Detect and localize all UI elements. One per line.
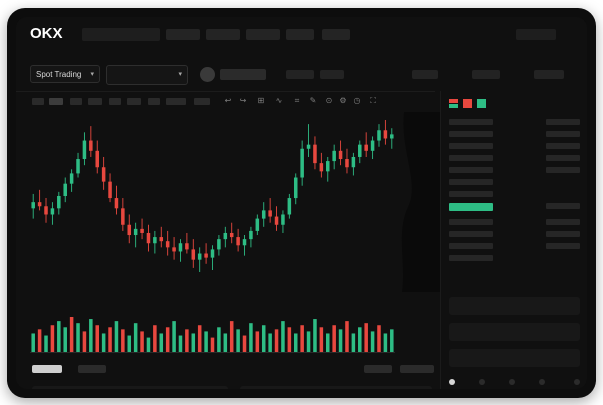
nav-item-earn-label: Earn	[16, 17, 17, 18]
timeframe-1m[interactable]	[32, 98, 44, 105]
chart-tab-chart[interactable]	[32, 365, 62, 373]
price-chart[interactable]	[16, 112, 435, 362]
slider-dot-2[interactable]	[509, 379, 515, 385]
orderbook-ask-amount	[546, 155, 580, 161]
order-price-field[interactable]	[449, 297, 580, 315]
chart-type-selector[interactable]	[194, 98, 210, 105]
nav-search-box[interactable]	[82, 28, 160, 41]
orderbook-ask-amount	[546, 167, 580, 173]
top-navigation-bar: OKX Markets Trade Derivatives Earn Web3 …	[16, 17, 587, 49]
pair-name-text: BTC/USDT	[220, 69, 221, 70]
chart-tab-trading-data[interactable]	[400, 365, 434, 373]
chevron-down-icon: ▾	[178, 71, 182, 78]
orderbook-bid-amount	[546, 231, 580, 237]
chevron-down-icon: ▾	[90, 71, 94, 78]
indicator-icon[interactable]: ∿	[275, 96, 283, 105]
nav-item-derivatives[interactable]	[246, 29, 280, 40]
nav-item-earn[interactable]	[286, 29, 314, 40]
orderbook-bid-amount	[546, 243, 580, 249]
tablet-device-frame: OKX Markets Trade Derivatives Earn Web3 …	[7, 8, 596, 398]
candles-icon[interactable]: ⊞	[257, 96, 265, 105]
slider-dot-4[interactable]	[574, 379, 580, 385]
orderbook-asks-icon[interactable]	[463, 99, 472, 108]
nav-item-buy-crypto[interactable]	[516, 29, 556, 40]
orderbook-panel: Buy Sell	[440, 91, 587, 389]
nav-item-trade[interactable]	[206, 29, 240, 40]
timeframe-1h[interactable]	[88, 98, 102, 105]
orderbook-all-icon[interactable]	[449, 99, 458, 108]
template-icon[interactable]: ⌗	[294, 96, 300, 105]
chart-tab-depth[interactable]	[78, 365, 106, 373]
timeframe-15m[interactable]	[70, 98, 82, 105]
coin-avatar-icon	[200, 67, 215, 82]
orderbook-spread-price	[449, 203, 493, 211]
magnet-icon[interactable]: ⊙	[325, 96, 333, 105]
fullscreen-icon[interactable]: ⛶	[370, 96, 376, 105]
pair-search-input[interactable]: ▾ BTC/USDT	[106, 65, 188, 85]
open-orders-panel[interactable]	[32, 386, 228, 389]
orderbook-ask-row[interactable]	[449, 191, 493, 197]
nav-item-web3[interactable]	[322, 29, 350, 40]
undo-icon[interactable]: ↩	[224, 96, 232, 105]
redo-icon[interactable]: ↪	[239, 96, 247, 105]
slider-dot-0[interactable]	[449, 379, 455, 385]
order-total-field[interactable]	[449, 349, 580, 367]
nav-item-markets[interactable]	[166, 29, 200, 40]
orderbook-bid-row[interactable]	[449, 219, 493, 225]
slider-dot-3[interactable]	[539, 379, 545, 385]
timeframe-more[interactable]	[166, 98, 186, 105]
alert-icon[interactable]: ◷	[353, 96, 361, 105]
orderbook-bids-icon[interactable]	[477, 99, 486, 108]
settings-icon[interactable]: ⚙	[339, 96, 347, 105]
trading-mode-select[interactable]: Spot Trading ▾	[30, 65, 100, 83]
orderbook-ask-amount	[546, 119, 580, 125]
orderbook-ask-row[interactable]	[449, 143, 493, 149]
orderbook-bid-amount	[546, 203, 580, 209]
nav-item-buy-crypto-label: Buy Crypto	[16, 17, 17, 18]
trading-mode-label: Spot Trading	[36, 70, 82, 79]
timeframe-5m[interactable]	[49, 98, 63, 105]
nav-item-derivatives-label: Derivatives	[16, 17, 17, 18]
draw-icon[interactable]: ✎	[309, 96, 317, 105]
order-history-panel[interactable]	[240, 386, 432, 389]
chart-tab-info[interactable]	[364, 365, 392, 373]
orderbook-ask-amount	[546, 143, 580, 149]
orderbook-bid-row[interactable]	[449, 231, 493, 237]
candlestick-chart-canvas	[30, 120, 395, 353]
order-amount-slider[interactable]	[441, 379, 587, 389]
stat-last-price	[286, 70, 314, 79]
orderbook-ask-amount	[546, 131, 580, 137]
stat-volume-24h	[534, 70, 564, 79]
timeframe-1w[interactable]	[148, 98, 160, 105]
slider-dot-1[interactable]	[479, 379, 485, 385]
orderbook-ask-row[interactable]	[449, 131, 493, 137]
orderbook-ask-row[interactable]	[449, 119, 493, 125]
stat-change-24h	[320, 70, 344, 79]
nav-item-trade-label: Trade	[16, 17, 17, 18]
nav-item-markets-label: Markets	[16, 17, 17, 18]
okx-logo[interactable]: OKX	[30, 25, 63, 42]
stat-low-24h	[472, 70, 500, 79]
orderbook-bid-amount	[546, 219, 580, 225]
orderbook-bid-row[interactable]	[449, 243, 493, 249]
pair-name-label: BTC/USDT	[220, 69, 266, 80]
orderbook-ask-row[interactable]	[449, 155, 493, 161]
orderbook-ask-row[interactable]	[449, 167, 493, 173]
orderbook-bid-row[interactable]	[449, 255, 493, 261]
stat-high-24h	[412, 70, 438, 79]
order-amount-field[interactable]	[449, 323, 580, 341]
orderbook-ask-row[interactable]	[449, 179, 493, 185]
timeframe-1d[interactable]	[127, 98, 141, 105]
nav-item-web3-label: Web3	[16, 17, 17, 18]
tablet-screen: OKX Markets Trade Derivatives Earn Web3 …	[16, 17, 587, 389]
order-form-tabs: Buy Sell	[441, 270, 587, 288]
pair-search-placeholder: BTC/USDT	[107, 66, 108, 67]
timeframe-4h[interactable]	[109, 98, 121, 105]
